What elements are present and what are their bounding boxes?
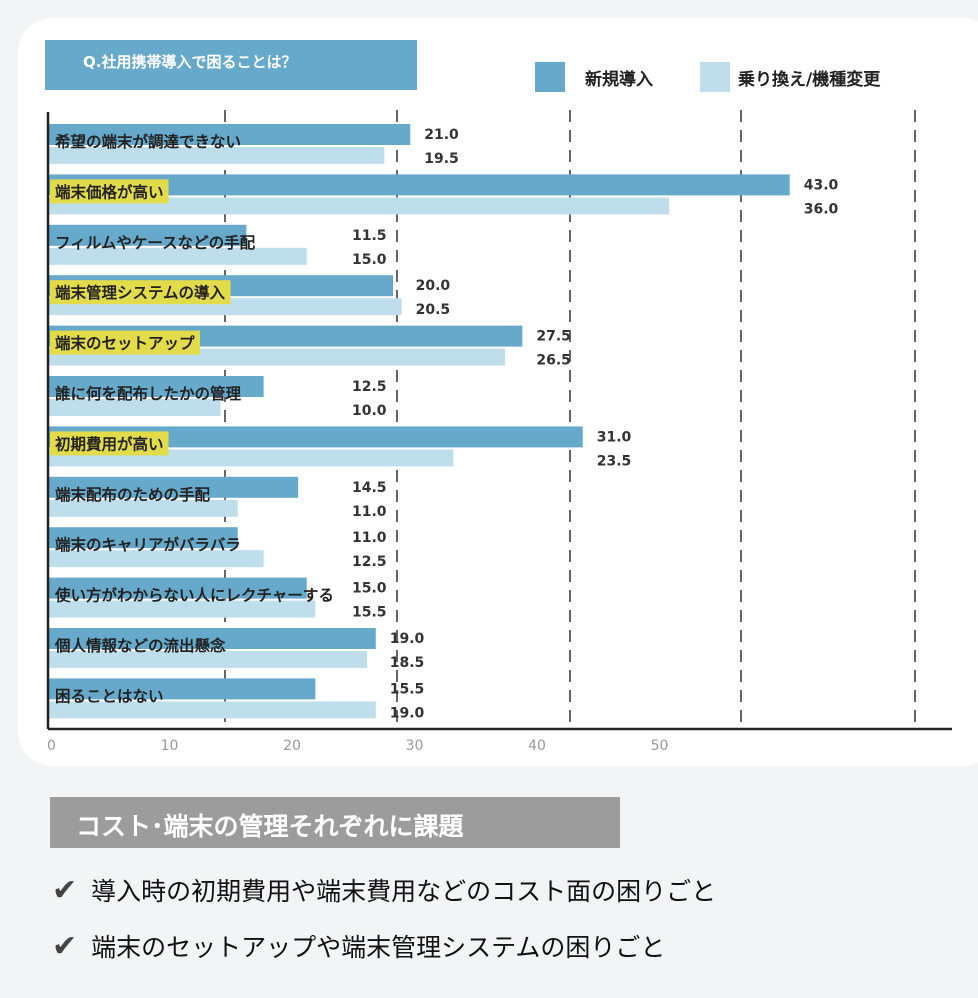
check-icon: ✔ bbox=[52, 928, 78, 964]
label-highlight bbox=[50, 280, 231, 305]
bar-switch bbox=[48, 550, 264, 568]
category-label: 個人情報などの流出懸念 bbox=[54, 636, 226, 655]
data-label-new: 15.0 bbox=[352, 581, 387, 597]
data-label-new: 20.0 bbox=[416, 278, 451, 294]
bar-new bbox=[48, 224, 247, 246]
data-label-new: 19.0 bbox=[390, 631, 425, 647]
bar-switch bbox=[48, 651, 368, 668]
category-label: 希望の端末が調達できない bbox=[55, 132, 241, 151]
x-tick-label: 0 bbox=[47, 738, 56, 754]
data-label-switch: 12.5 bbox=[352, 554, 387, 570]
data-label-switch: 36.0 bbox=[804, 201, 839, 217]
data-label-switch: 18.5 bbox=[390, 655, 425, 671]
bar-new bbox=[48, 124, 411, 145]
label-highlight bbox=[50, 431, 169, 456]
summary-point-text: 導入時の初期費用や端末費用などのコスト面の困りごと bbox=[91, 877, 717, 906]
bar-switch bbox=[48, 499, 238, 517]
legend-swatch-new bbox=[535, 62, 565, 92]
bar-switch bbox=[48, 701, 376, 719]
legend-item-switch: 乗り換え/機種変更 bbox=[700, 62, 880, 92]
legend-swatch-switch bbox=[700, 62, 730, 92]
data-label-switch: 19.5 bbox=[424, 151, 459, 167]
category-label: フィルムやケースなどの手配 bbox=[55, 233, 256, 252]
summary-point-1: ✔ 導入時の初期費用や端末費用などのコスト面の困りごと bbox=[52, 872, 716, 908]
bar-new bbox=[48, 376, 264, 397]
data-label-switch: 23.5 bbox=[597, 453, 632, 469]
bar-new bbox=[48, 426, 583, 448]
bar-new bbox=[48, 678, 316, 700]
data-label-new: 14.5 bbox=[352, 480, 387, 496]
x-tick-label: 50 bbox=[651, 738, 669, 754]
data-label-new: 43.0 bbox=[804, 177, 839, 193]
data-label-new: 12.5 bbox=[352, 379, 387, 395]
bar-new bbox=[48, 628, 376, 649]
bar-new bbox=[48, 577, 307, 599]
category-label: 初期費用が高い bbox=[55, 434, 164, 453]
x-tick-label: 40 bbox=[528, 738, 546, 754]
data-label-new: 15.5 bbox=[390, 681, 425, 697]
data-label-switch: 15.0 bbox=[352, 252, 387, 268]
category-label: 困ることはない bbox=[55, 687, 164, 705]
category-label: 端末配布のための手配 bbox=[55, 485, 211, 504]
legend-label-switch: 乗り換え/機種変更 bbox=[738, 69, 881, 90]
data-label-new: 11.5 bbox=[352, 228, 387, 244]
summary-point-text: 端末のセットアップや端末管理システムの困りごと bbox=[91, 933, 666, 962]
x-tick-label: 30 bbox=[406, 738, 424, 754]
summary-heading: コスト･端末の管理それぞれに課題 bbox=[50, 797, 620, 848]
data-label-new: 21.0 bbox=[424, 127, 459, 143]
x-tick-label: 10 bbox=[161, 738, 179, 754]
bar-switch bbox=[48, 399, 221, 416]
bar-new bbox=[48, 476, 299, 498]
bar-chart: 21.0 19.5 希望の端末が調達できない 43.0 36.0 端末価格が高い 11.5 1… bbox=[46, 110, 952, 754]
legend-item-new: 新規導入 bbox=[535, 62, 653, 92]
category-label: 端末のキャリアがバラバラ bbox=[55, 535, 241, 554]
data-label-switch: 19.0 bbox=[390, 705, 425, 721]
data-label-new: 31.0 bbox=[597, 429, 632, 445]
data-label-switch: 10.0 bbox=[352, 403, 387, 419]
bar-switch bbox=[48, 247, 307, 265]
bar-new bbox=[48, 527, 238, 549]
data-label-new: 27.5 bbox=[536, 329, 571, 345]
check-icon: ✔ bbox=[52, 872, 78, 908]
bar-switch bbox=[48, 197, 669, 215]
label-highlight bbox=[50, 179, 169, 204]
data-label-new: 11.0 bbox=[352, 530, 387, 546]
category-label: 端末のセットアップ bbox=[55, 334, 195, 353]
data-label-switch: 15.5 bbox=[352, 605, 387, 621]
data-label-switch: 20.5 bbox=[416, 302, 451, 318]
category-label: 使い方がわからない人にレクチャーする bbox=[54, 586, 334, 605]
label-highlight bbox=[50, 330, 201, 355]
bar-switch bbox=[48, 600, 316, 618]
category-label: 端末管理システムの導入 bbox=[55, 283, 226, 302]
category-label: 端末価格が高い bbox=[55, 182, 164, 201]
legend-label-new: 新規導入 bbox=[585, 69, 653, 90]
data-label-switch: 26.5 bbox=[536, 353, 571, 369]
summary-point-2: ✔ 端末のセットアップや端末管理システムの困りごと bbox=[52, 928, 665, 964]
bar-new bbox=[48, 174, 790, 196]
bar-switch bbox=[48, 147, 385, 164]
category-label: 誰に何を配布したかの管理 bbox=[55, 384, 242, 403]
data-label-switch: 11.0 bbox=[352, 504, 387, 520]
x-tick-label: 20 bbox=[283, 738, 301, 754]
chart-title: Q.社用携帯導入で困ることは？ bbox=[45, 40, 417, 90]
